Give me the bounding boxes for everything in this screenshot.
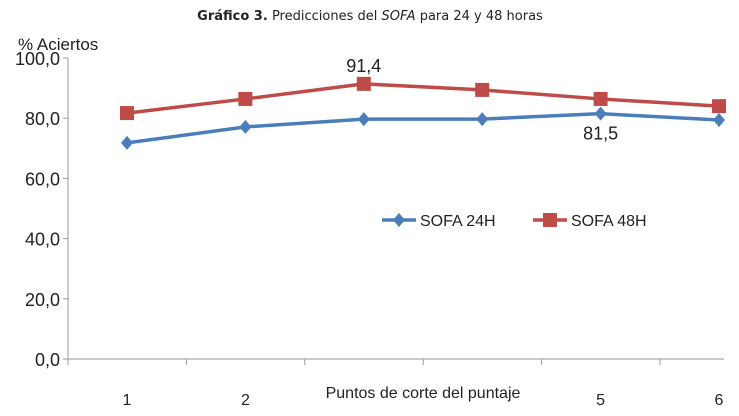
data-point: [239, 119, 252, 134]
data-point: [356, 76, 371, 91]
title-bold: Gráfico 3.: [197, 9, 268, 24]
y-axis-label: % Aciertos: [18, 35, 98, 54]
title-italic: SOFA: [381, 9, 415, 24]
y-tick-label: 60,0: [25, 169, 60, 189]
data-point: [475, 82, 490, 97]
legend-label: SOFA 48H: [571, 213, 647, 230]
title-post: para 24 y 48 horas: [420, 9, 543, 24]
chart-title: Gráfico 3. Predicciones del SOFA para 24…: [197, 9, 543, 24]
data-point: [713, 113, 725, 128]
x-tick-label: 2: [241, 392, 250, 409]
data-point: [594, 106, 607, 121]
data-point: [476, 112, 489, 127]
series-line: [126, 82, 720, 115]
data-label: 81,5: [583, 124, 618, 144]
x-tick-label: 5: [596, 392, 605, 409]
y-tick-label: 20,0: [25, 290, 60, 310]
y-tick-label: 40,0: [25, 230, 60, 250]
y-tick-label: 100,0: [15, 49, 60, 69]
y-tick-label: 0,0: [35, 350, 60, 370]
data-point: [121, 135, 133, 150]
legend-marker: [543, 213, 557, 227]
y-tick-label: 80,0: [25, 109, 60, 129]
data-point: [593, 91, 608, 106]
series-sofa-48h: [120, 76, 726, 121]
data-point: [238, 91, 253, 106]
legend-label: SOFA 24H: [420, 213, 496, 230]
x-tick-label: 6: [715, 392, 724, 409]
x-tick-label: 1: [123, 392, 132, 409]
legend-item: SOFA 24H: [382, 213, 496, 230]
data-point: [120, 106, 134, 121]
legend-item: SOFA 48H: [533, 213, 647, 230]
series-line: [126, 111, 720, 145]
series-sofa-24h: [121, 106, 725, 150]
data-point: [712, 99, 726, 114]
x-axis-label: Puntos de corte del puntaje: [326, 385, 521, 402]
title-pre: Predicciones del: [272, 9, 377, 24]
data-point: [357, 112, 370, 127]
legend-marker: [393, 213, 405, 227]
data-label: 91,4: [346, 56, 381, 76]
